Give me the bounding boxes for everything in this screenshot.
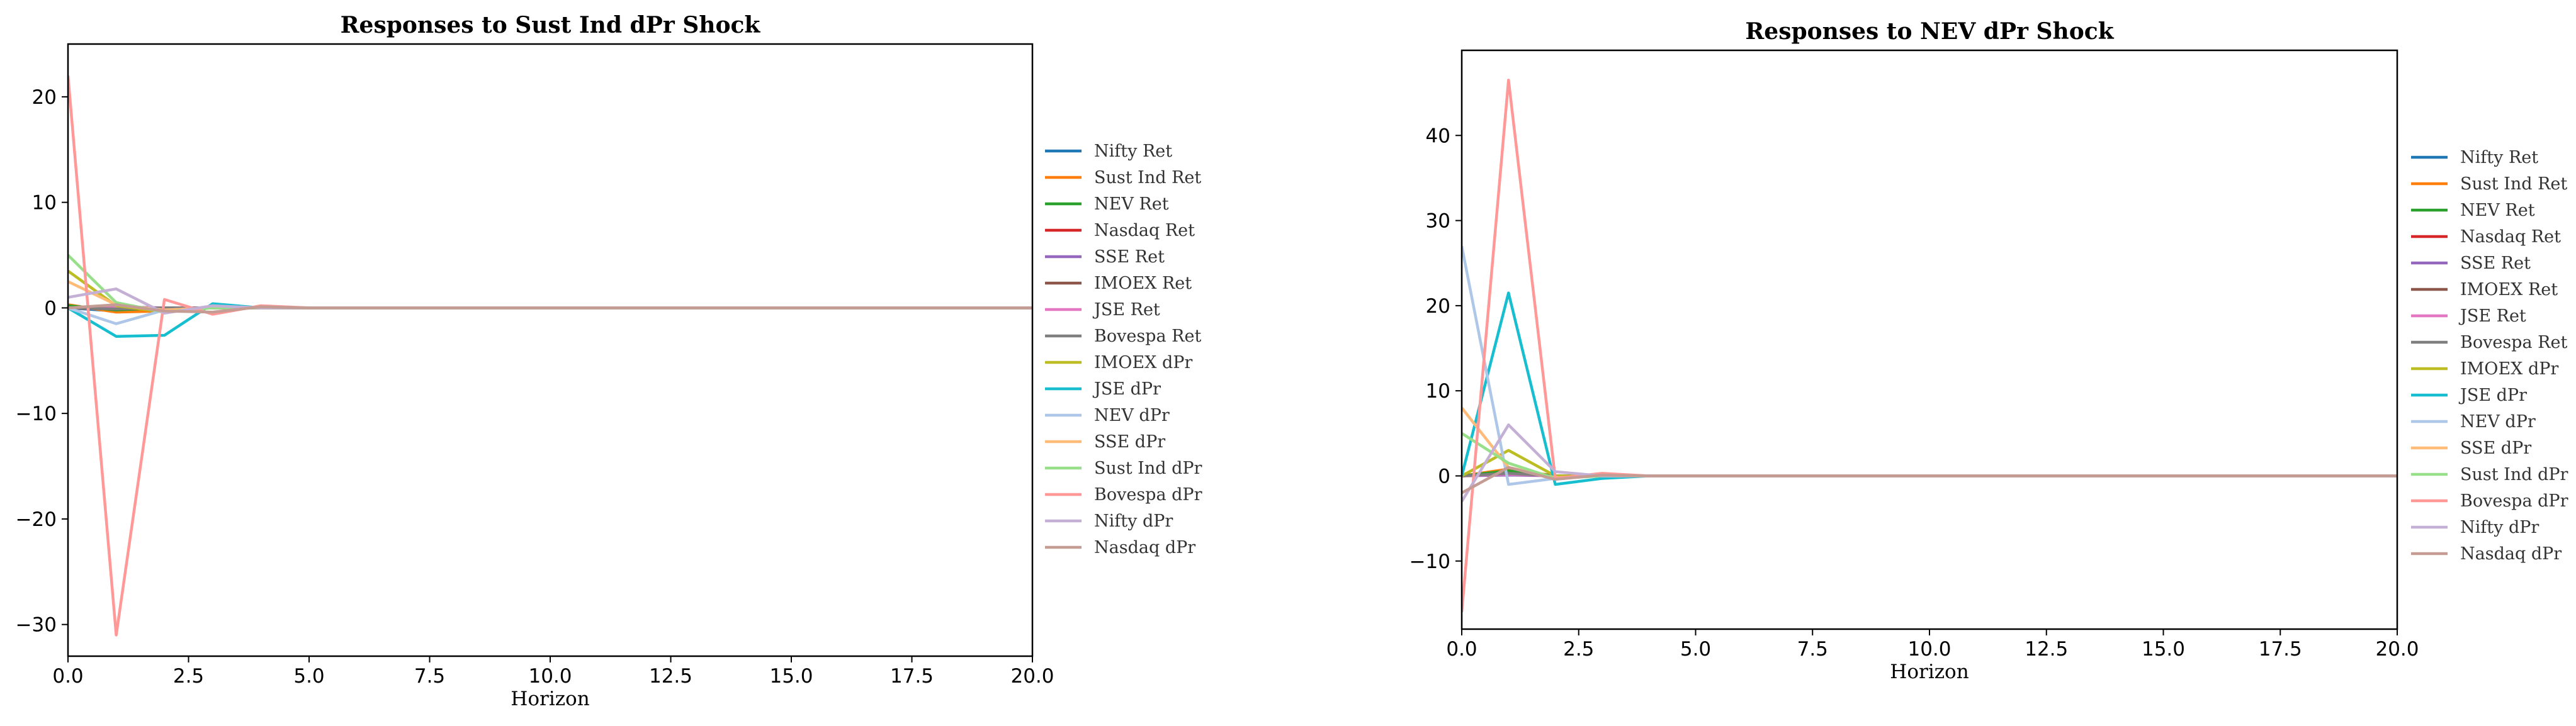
x-tick-label: 17.5: [890, 665, 934, 688]
legend-label: NEV dPr: [2460, 412, 2536, 432]
legend-label: Nifty Ret: [2460, 148, 2538, 167]
x-tick-label: 12.5: [2025, 638, 2068, 661]
y-tick-label: 20: [1426, 295, 1450, 318]
legend-label: Nifty dPr: [1094, 511, 1173, 531]
legend: Nifty Ret Sust Ind Ret NEV Ret Nasdaq Ret SS…: [1045, 142, 1202, 557]
plot-frame: [1460, 49, 2398, 630]
x-tick-label: 15.0: [769, 665, 813, 688]
legend-label: Sust Ind dPr: [2460, 465, 2568, 484]
series-line-bovespa-dpr: [1462, 79, 2397, 613]
x-tick-label: 5.0: [293, 665, 324, 688]
y-tick-label: −10: [1409, 550, 1450, 573]
x-axis-label: Horizon: [1890, 661, 1969, 683]
legend-label: NEV Ret: [1094, 194, 1169, 214]
legend-label: IMOEX Ret: [1094, 274, 1192, 293]
x-tick-label: 20.0: [2375, 638, 2419, 661]
series-line-jse-dpr: [1462, 291, 2397, 486]
x-tick-label: 2.5: [173, 665, 204, 688]
y-tick-label: 10: [1426, 380, 1450, 403]
legend-label: JSE dPr: [2458, 386, 2527, 405]
series-line-nasdaq-dpr: [68, 303, 1032, 314]
y-tick-label: 10: [32, 192, 57, 215]
legend-label: JSE Ret: [1092, 300, 1160, 320]
series-line-nev-dpr: [68, 306, 1032, 325]
legend-label: Nasdaq dPr: [1094, 538, 1195, 557]
x-tick-label: 20.0: [1010, 665, 1054, 688]
x-tick-label: 7.5: [414, 665, 445, 688]
legend-label: Sust Ind Ret: [1094, 168, 1201, 187]
legend-label: Sust Ind Ret: [2460, 174, 2567, 194]
y-tick-label: 20: [32, 86, 57, 109]
plot-frame: [67, 43, 1034, 657]
series-group: [1462, 79, 2397, 613]
series-line-nifty-dpr: [68, 287, 1032, 315]
y-tick-label: −10: [16, 403, 57, 425]
chart-title: Responses to Sust Ind dPr Shock: [341, 12, 761, 38]
legend-label: Bovespa Ret: [2460, 333, 2567, 352]
y-tick-label: 0: [44, 297, 57, 320]
legend-label: IMOEX Ret: [2460, 280, 2558, 299]
x-tick-label: 2.5: [1563, 638, 1594, 661]
legend-label: Nifty Ret: [1094, 142, 1172, 161]
chart-title: Responses to NEV dPr Shock: [1745, 18, 2114, 45]
legend-label: SSE Ret: [1094, 247, 1165, 267]
legend-label: Nasdaq Ret: [2460, 227, 2561, 247]
x-tick-label: 0.0: [1446, 638, 1477, 661]
legend-label: Sust Ind dPr: [1094, 459, 1202, 478]
legend-label: IMOEX dPr: [2460, 359, 2558, 379]
x-tick-label: 17.5: [2259, 638, 2302, 661]
x-tick-label: 12.5: [649, 665, 692, 688]
series-line-sust-ind-dpr: [1462, 432, 2397, 480]
legend-label: JSE dPr: [1092, 379, 1161, 399]
series-line-sse-dpr: [1462, 406, 2397, 479]
legend-label: JSE Ret: [2458, 306, 2526, 326]
legend-label: SSE dPr: [2460, 438, 2531, 458]
legend-label: Nasdaq Ret: [1094, 221, 1195, 240]
series-line-bovespa-dpr: [68, 75, 1032, 637]
legend-label: Bovespa Ret: [1094, 327, 1201, 346]
x-tick-label: 5.0: [1680, 638, 1711, 661]
chart-2: Responses to NEV dPr Shock 0.0 2.5 5.0 7.5 10…: [1409, 18, 2568, 683]
y-tick-label: 0: [1438, 465, 1450, 488]
x-tick-label: 15.0: [2142, 638, 2185, 661]
legend-label: SSE dPr: [1094, 432, 1165, 452]
y-tick-label: 40: [1426, 125, 1450, 147]
legend: Nifty Ret Sust Ind Ret NEV Ret Nasdaq Ret SS…: [2411, 148, 2568, 564]
series-line-nasdaq-dpr: [1462, 466, 2397, 494]
legend-label: Bovespa dPr: [1094, 485, 1202, 505]
x-tick-label: 0.0: [52, 665, 83, 688]
legend-label: SSE Ret: [2460, 254, 2531, 273]
series-line-nev-dpr: [1462, 245, 2397, 486]
legend-label: Bovespa dPr: [2460, 491, 2568, 511]
legend-label: IMOEX dPr: [1094, 353, 1192, 372]
y-tick-label: −30: [16, 614, 57, 637]
series-line-nifty-dpr: [1462, 423, 2397, 503]
series-group: [68, 75, 1032, 637]
x-axis-label: Horizon: [511, 688, 589, 710]
legend-label: NEV Ret: [2460, 201, 2535, 220]
legend-label: Nasdaq dPr: [2460, 544, 2562, 564]
legend-label: NEV dPr: [1094, 406, 1170, 425]
chart-1: Responses to Sust Ind dPr Shock 0.0 2.5 5.0…: [16, 12, 1202, 710]
y-tick-label: 30: [1426, 210, 1450, 233]
x-tick-label: 10.0: [1907, 638, 1951, 661]
x-tick-label: 7.5: [1797, 638, 1828, 661]
y-tick-label: −20: [16, 508, 57, 531]
legend-label: Nifty dPr: [2460, 518, 2539, 537]
x-tick-label: 10.0: [528, 665, 572, 688]
